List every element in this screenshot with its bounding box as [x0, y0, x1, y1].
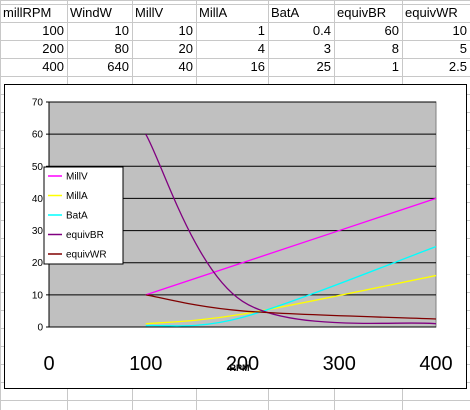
chart-area[interactable]: 0 10 20 30 40 50 60 70 0 100 200 300 400 RPM MillV Mill… — [4, 84, 467, 389]
data-cell[interactable]: 10 — [114, 23, 129, 38]
data-cell[interactable]: 0.4 — [312, 23, 331, 38]
series-line-MillA — [145, 274, 437, 325]
y-tick-label: 20 — [32, 258, 44, 269]
x-tick-label: 300 — [323, 353, 356, 375]
data-cell[interactable]: 8 — [391, 41, 399, 56]
series-line-equivWR — [145, 294, 437, 320]
header-cell[interactable]: WindW — [70, 5, 112, 20]
data-cell[interactable]: 25 — [316, 59, 331, 74]
legend-label: BatA — [66, 211, 88, 222]
data-cell[interactable]: 16 — [250, 59, 265, 74]
data-cell[interactable]: 10 — [452, 23, 467, 38]
header-cell[interactable]: equivWR — [405, 5, 458, 20]
y-tick-label: 50 — [32, 162, 44, 173]
data-cell[interactable]: 1 — [257, 23, 265, 38]
data-cell[interactable]: 200 — [42, 41, 64, 56]
data-cell[interactable]: 2.5 — [448, 59, 467, 74]
header-cell[interactable]: MillV — [135, 5, 164, 20]
x-tick-label: 100 — [129, 353, 162, 375]
header-cell[interactable]: equivBR — [337, 5, 387, 20]
data-cell[interactable]: 20 — [178, 41, 193, 56]
y-tick-label: 60 — [32, 130, 44, 141]
row-gridline — [0, 76, 470, 77]
row-gridline — [0, 22, 470, 23]
data-cell[interactable]: 40 — [178, 59, 193, 74]
row-gridline — [0, 0, 470, 1]
y-tick-label: 70 — [32, 98, 44, 109]
row-gridline — [0, 58, 470, 59]
data-cell[interactable]: 5 — [459, 41, 467, 56]
series-line-equivBR — [145, 133, 437, 325]
row-gridline — [0, 40, 470, 41]
row-gridline — [0, 4, 470, 5]
x-axis-title: RPM — [230, 363, 250, 373]
data-cell[interactable]: 100 — [42, 23, 64, 38]
header-cell[interactable]: BatA — [271, 5, 300, 20]
data-cell[interactable]: 640 — [107, 59, 129, 74]
y-tick-label: 30 — [32, 226, 44, 237]
x-tick-label: 200 — [226, 353, 259, 375]
data-cell[interactable]: 60 — [384, 23, 399, 38]
data-cell[interactable]: 3 — [323, 41, 331, 56]
data-cell[interactable]: 10 — [178, 23, 193, 38]
x-tick-label: 400 — [419, 353, 452, 375]
data-cell[interactable]: 1 — [391, 59, 399, 74]
series-line-MillV — [145, 197, 437, 296]
line-chart: 0 10 20 30 40 50 60 70 0 100 200 300 400 RPM MillV Mill… — [32, 98, 453, 376]
y-tick-label: 40 — [32, 194, 44, 205]
legend-label: MillV — [66, 172, 88, 183]
y-tick-label: 10 — [32, 290, 44, 301]
header-cell[interactable]: MillA — [199, 5, 228, 20]
data-cell[interactable]: 400 — [42, 59, 64, 74]
header-cell[interactable]: millRPM — [3, 5, 52, 20]
legend-label: MillA — [66, 191, 88, 202]
y-tick-label: 0 — [37, 323, 43, 334]
row-gridline — [0, 400, 470, 401]
data-cell[interactable]: 80 — [114, 41, 129, 56]
data-cell[interactable]: 4 — [257, 41, 265, 56]
column-gridline — [0, 0, 1, 410]
x-tick-label: 0 — [43, 353, 54, 375]
legend-label: equivWR — [66, 250, 107, 261]
legend-label: equivBR — [66, 230, 104, 241]
